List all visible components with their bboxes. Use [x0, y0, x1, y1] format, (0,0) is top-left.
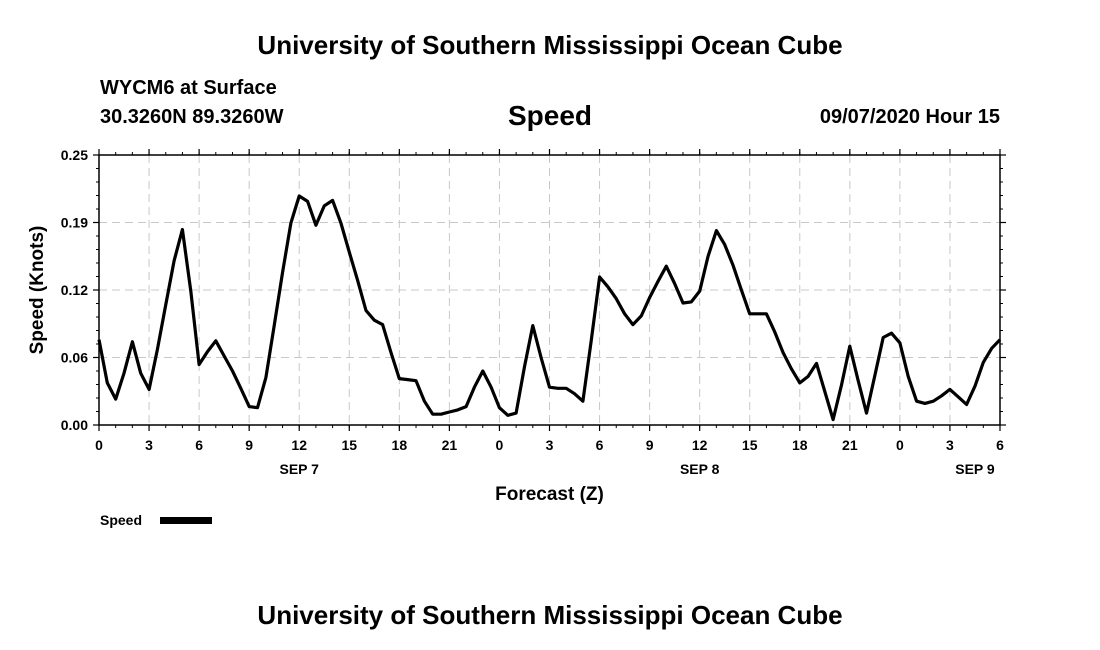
x-tick-label: 0	[896, 437, 904, 453]
y-tick-label: 0.25	[61, 147, 88, 163]
x-tick-label: 18	[792, 437, 808, 453]
axis-ticks	[93, 149, 1006, 431]
x-axis-title: Forecast (Z)	[495, 484, 604, 505]
x-tick-label: 15	[742, 437, 758, 453]
x-tick-label: 3	[946, 437, 954, 453]
legend-label: Speed	[100, 512, 142, 528]
y-tick-labels: 0.00 0.06 0.12 0.19 0.25	[61, 147, 88, 433]
date-label: SEP 8	[680, 461, 720, 477]
x-tick-label: 12	[692, 437, 708, 453]
chart-title-bottom: University of Southern Mississippi Ocean…	[257, 600, 843, 630]
coordinates-label: 30.3260N 89.3260W	[100, 106, 284, 128]
x-tick-label: 21	[842, 437, 858, 453]
date-label: SEP 9	[955, 461, 995, 477]
x-tick-label: 9	[646, 437, 654, 453]
legend-swatch	[160, 517, 212, 524]
x-tick-label: 21	[442, 437, 458, 453]
date-labels: SEP 7 SEP 8 SEP 9	[280, 461, 995, 477]
x-tick-label: 3	[546, 437, 554, 453]
y-tick-label: 0.19	[61, 215, 88, 231]
date-label: SEP 7	[280, 461, 320, 477]
x-tick-label: 6	[596, 437, 604, 453]
variable-title: Speed	[507, 100, 593, 131]
series-line-speed	[97, 194, 1002, 422]
y-tick-label: 0.00	[61, 417, 88, 433]
x-tick-label: 6	[996, 437, 1004, 453]
y-tick-label: 0.12	[61, 282, 88, 298]
chart-title-top: University of Southern Mississippi Ocean…	[257, 30, 843, 60]
x-tick-label: 3	[145, 437, 153, 453]
forecast-datetime: 09/07/2020 Hour 15	[819, 106, 1000, 128]
y-tick-label: 0.06	[61, 350, 88, 366]
y-axis-title: Speed (Knots)	[27, 226, 48, 355]
x-tick-label: 15	[341, 437, 357, 453]
x-tick-label: 0	[95, 437, 103, 453]
x-tick-label: 12	[291, 437, 307, 453]
station-label: WYCM6 at Surface	[100, 77, 277, 99]
x-tick-label: 6	[195, 437, 203, 453]
x-tick-label: 9	[245, 437, 253, 453]
x-tick-labels: 0 3 6 9 12 15 18 21 0 3 6 9 12 15 18 21 0 3 6	[95, 437, 1004, 453]
x-tick-label: 0	[496, 437, 504, 453]
grid-lines	[99, 155, 1000, 425]
x-tick-label: 18	[392, 437, 408, 453]
